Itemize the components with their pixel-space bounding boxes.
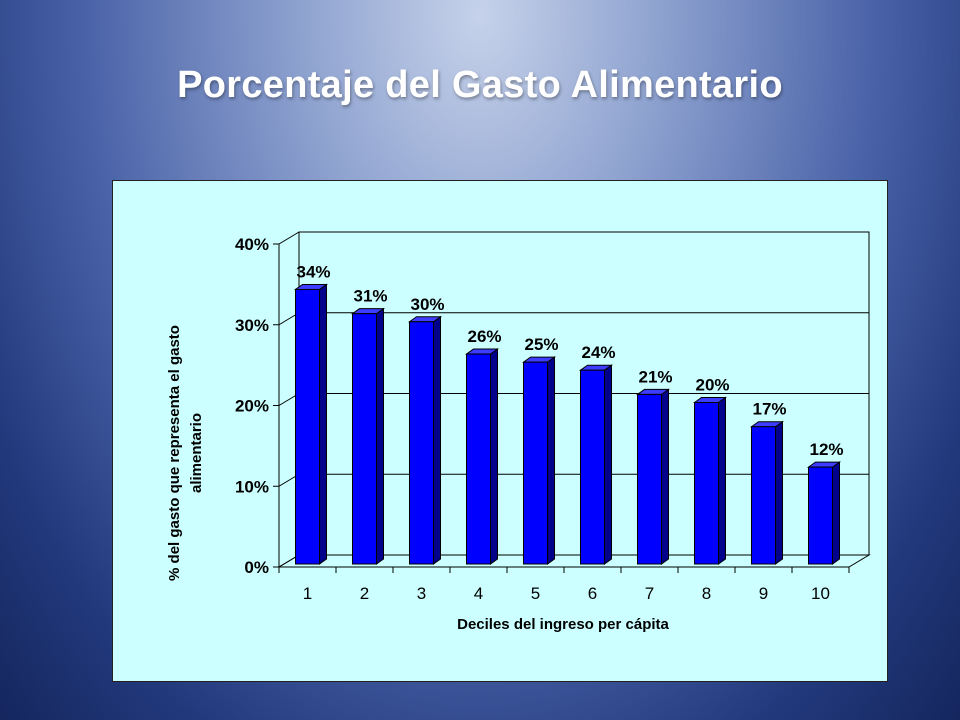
bar [466, 353, 491, 565]
data-label: 30% [410, 295, 444, 314]
x-tick-label: 8 [702, 584, 711, 603]
plot-floor [277, 554, 871, 568]
bar-side [775, 420, 783, 565]
slide-title: Porcentaje del Gasto Alimentario [177, 64, 783, 106]
x-tick-label: 1 [303, 584, 312, 603]
data-label: 31% [353, 287, 387, 306]
bar-side [604, 364, 612, 565]
x-tick-label: 7 [645, 584, 654, 603]
data-label: 24% [581, 343, 615, 362]
x-tick-label: 4 [474, 584, 483, 603]
x-tick-label: 2 [360, 584, 369, 603]
y-axis-title-line-2: alimentario [188, 413, 205, 493]
bar-side [433, 315, 441, 565]
bar-side [832, 461, 840, 565]
bar [694, 402, 719, 565]
bar-side [490, 348, 498, 565]
bar-chart: 0% 10% 20% 30% 40% 1 2 3 4 5 6 7 8 9 10 34% 31% 30% 26% 25%… [166, 231, 871, 633]
x-tick-label: 6 [588, 584, 597, 603]
data-label: 17% [752, 400, 786, 419]
bar [808, 466, 833, 565]
data-label: 20% [695, 376, 729, 395]
x-tick-label: 3 [417, 584, 426, 603]
bars [293, 283, 842, 565]
bar [751, 426, 776, 565]
y-axis-title: % del gasto que representa el gasto alim… [166, 325, 205, 581]
data-label: 12% [809, 440, 843, 459]
bar-side [547, 356, 555, 565]
bar-side [319, 283, 327, 565]
y-tick-label: 30% [235, 316, 269, 335]
y-tick-label: 0% [244, 558, 269, 577]
bar [352, 313, 377, 565]
y-tick-label: 20% [235, 397, 269, 416]
x-tick-label: 5 [531, 584, 540, 603]
bar [580, 369, 605, 565]
bar-side [376, 307, 384, 565]
bar [409, 321, 434, 565]
data-label: 21% [638, 367, 672, 386]
bar-side [661, 388, 669, 565]
x-tick-label: 9 [759, 584, 768, 603]
data-label: 26% [467, 327, 501, 346]
bar [637, 393, 662, 565]
side-wall-gridline [278, 231, 300, 245]
bar [523, 361, 548, 565]
x-axis-title: Deciles del ingreso per cápita [457, 616, 669, 633]
x-tick-label: 10 [811, 584, 830, 603]
data-label: 34% [296, 262, 330, 281]
y-tick-label: 10% [235, 477, 269, 496]
data-label: 25% [524, 335, 558, 354]
y-tick-label: 40% [235, 235, 269, 254]
chart-area: 0% 10% 20% 30% 40% 1 2 3 4 5 6 7 8 9 10 34% 31% 30% 26% 25%… [112, 180, 888, 682]
labels: 0% 10% 20% 30% 40% 1 2 3 4 5 6 7 8 9 10 34% 31% 30% 26% 25%… [235, 235, 844, 603]
bar [295, 288, 320, 565]
y-axis-title-line-1: % del gasto que representa el gasto [166, 325, 183, 581]
bar-side [718, 396, 726, 565]
